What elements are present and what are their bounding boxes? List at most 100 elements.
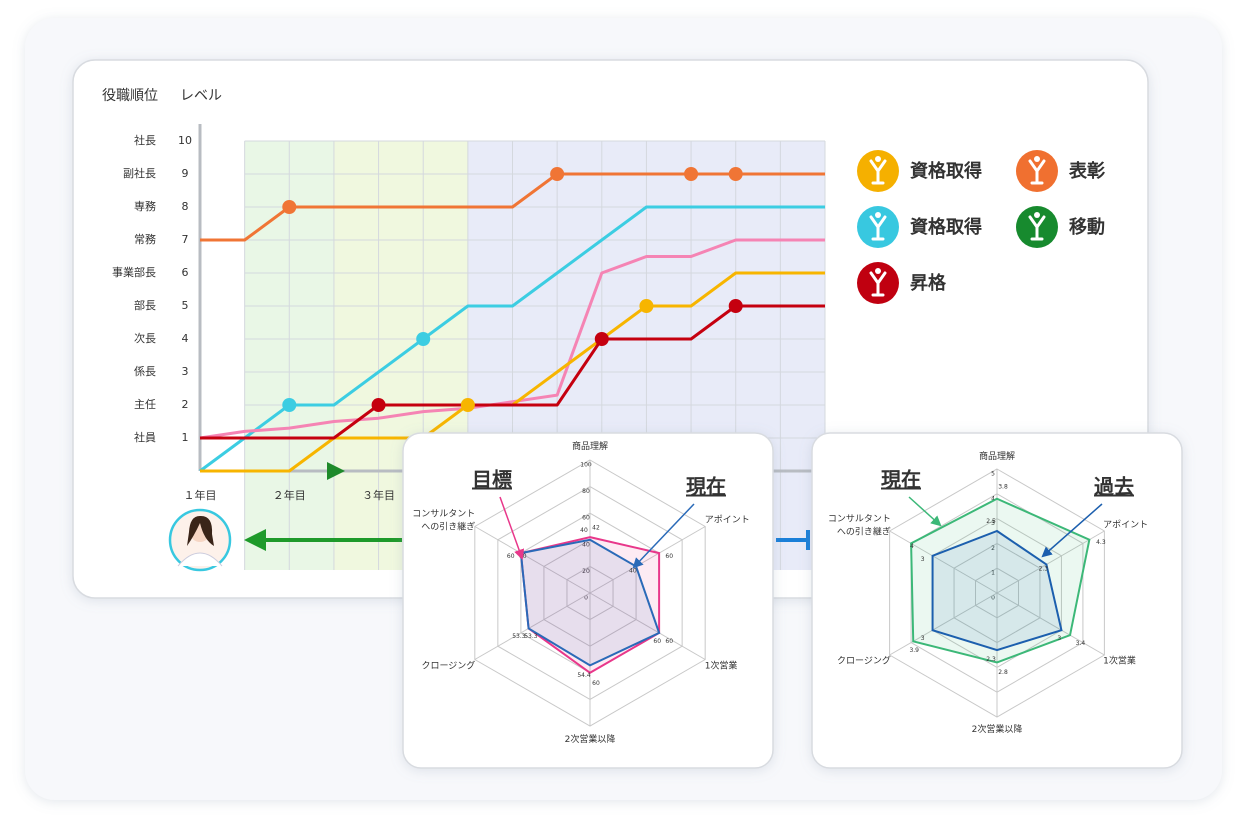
value-label: 60 bbox=[665, 638, 673, 645]
rank-label: 次長 bbox=[134, 332, 156, 345]
rank-label: 副社長 bbox=[123, 166, 156, 180]
legend-label: 表彰 bbox=[1068, 160, 1105, 182]
r-tick-label: 0 bbox=[584, 595, 588, 602]
r-tick-label: 5 bbox=[991, 471, 995, 478]
radar-spoke bbox=[996, 530, 1105, 594]
rank-label: 専務 bbox=[134, 199, 156, 213]
radar-axis-label: アポイント bbox=[1103, 519, 1148, 530]
rank-label: 部長 bbox=[134, 299, 156, 312]
event-marker bbox=[371, 398, 386, 412]
event-marker bbox=[460, 398, 475, 412]
legend-label: 移動 bbox=[1069, 216, 1105, 238]
legend-glyph bbox=[1034, 156, 1040, 162]
arrow-head bbox=[244, 529, 266, 551]
value-label: 60 bbox=[653, 638, 661, 645]
radar-spoke bbox=[474, 592, 591, 660]
radar-spoke bbox=[589, 526, 706, 594]
timeline bbox=[168, 462, 810, 572]
legend-glyph bbox=[1028, 215, 1046, 241]
event-marker bbox=[728, 167, 743, 181]
rank-label: 社員 bbox=[134, 430, 156, 444]
r-tick-label: 80 bbox=[582, 488, 590, 495]
series-annotation: 過去 bbox=[1094, 475, 1134, 499]
series-line bbox=[199, 205, 825, 473]
value-label: 54.4 bbox=[577, 672, 591, 679]
rank-label: 常務 bbox=[134, 232, 156, 246]
legend-glyph bbox=[875, 156, 881, 162]
radar-spoke bbox=[589, 592, 706, 660]
axis-title: レベル bbox=[180, 88, 222, 104]
radar-axis-label: コンサルタントへの引き継ぎ bbox=[828, 513, 891, 537]
rank-label: 事業部長 bbox=[112, 266, 156, 279]
value-label: 53.3 bbox=[524, 633, 538, 640]
y-tick-label: 2 bbox=[182, 398, 189, 411]
y-tick-label: 6 bbox=[182, 266, 189, 279]
radar-spoke bbox=[474, 526, 591, 594]
legend-glyph bbox=[875, 268, 881, 274]
value-label: 4 bbox=[910, 543, 914, 550]
radar-axis-label: 商品理解 bbox=[979, 450, 1015, 462]
move-marker bbox=[327, 462, 345, 480]
legend-glyph bbox=[869, 215, 887, 241]
x-tick-label: ２年目 bbox=[273, 488, 306, 502]
x-tick-label: ３年目 bbox=[362, 488, 395, 502]
value-label: 3.4 bbox=[1076, 640, 1086, 647]
r-tick-label: 100 bbox=[580, 462, 592, 469]
value-label: 2.8 bbox=[998, 669, 1008, 676]
avatar-body bbox=[177, 552, 223, 567]
legend-glyph bbox=[875, 212, 881, 218]
series-annotation: 目標 bbox=[472, 468, 512, 492]
series-line bbox=[200, 304, 825, 440]
r-tick-label: 0 bbox=[991, 595, 995, 602]
y-tick-label: 10 bbox=[178, 134, 192, 147]
value-label: 3.9 bbox=[909, 647, 919, 654]
annotation-arrow bbox=[499, 496, 525, 560]
legend-label: 資格取得 bbox=[910, 216, 982, 238]
value-label: 60 bbox=[592, 680, 600, 687]
rank-label: 社長 bbox=[134, 133, 156, 147]
value-label: 2.3 bbox=[986, 656, 996, 663]
r-tick-label: 20 bbox=[582, 568, 590, 575]
radar-axis-label: 商品理解 bbox=[572, 440, 608, 452]
r-tick-label: 4 bbox=[991, 495, 995, 502]
radar-spoke bbox=[996, 592, 1105, 656]
radar-axis-label: 1次営業 bbox=[705, 660, 738, 672]
legend-label: 資格取得 bbox=[910, 160, 982, 182]
event-marker bbox=[728, 299, 743, 313]
legend-glyph bbox=[1034, 212, 1040, 218]
y-tick-label: 9 bbox=[182, 167, 189, 180]
radar-spoke bbox=[889, 530, 998, 594]
event-marker bbox=[416, 332, 431, 346]
series-annotation: 現在 bbox=[881, 468, 921, 492]
radar-axis-label: アポイント bbox=[705, 514, 750, 525]
radar-area bbox=[910, 497, 1091, 664]
y-tick-label: 4 bbox=[182, 332, 189, 345]
value-label: 60 bbox=[665, 553, 673, 560]
r-tick-label: 1 bbox=[991, 570, 995, 577]
radar-axis-label: クロージング bbox=[421, 660, 475, 672]
event-marker bbox=[282, 200, 297, 214]
legend-glyph bbox=[869, 271, 887, 297]
radar-axis-label: クロージング bbox=[837, 655, 891, 667]
value-label: 2.5 bbox=[986, 518, 996, 525]
radar-spoke bbox=[889, 592, 998, 656]
r-tick-label: 40 bbox=[582, 541, 590, 548]
series-annotation: 現在 bbox=[686, 475, 726, 499]
axis-title: 役職順位 bbox=[102, 88, 158, 104]
value-label: 40 bbox=[629, 567, 637, 574]
series-line bbox=[199, 238, 825, 440]
legend-glyph bbox=[869, 159, 887, 185]
y-tick-label: 8 bbox=[182, 200, 189, 213]
event-marker bbox=[684, 167, 699, 181]
value-label: 3 bbox=[921, 556, 925, 563]
y-tick-label: 1 bbox=[182, 431, 189, 444]
series-line bbox=[200, 172, 825, 242]
value-label: 4.3 bbox=[1096, 539, 1106, 546]
radar-axis-label: 2次営業以降 bbox=[972, 723, 1023, 735]
radar-axis-label: 2次営業以降 bbox=[565, 733, 616, 745]
legend-label: 昇格 bbox=[910, 272, 947, 294]
y-tick-label: 5 bbox=[182, 299, 189, 312]
r-tick-label: 60 bbox=[582, 515, 590, 522]
value-label: 3.8 bbox=[998, 484, 1008, 491]
